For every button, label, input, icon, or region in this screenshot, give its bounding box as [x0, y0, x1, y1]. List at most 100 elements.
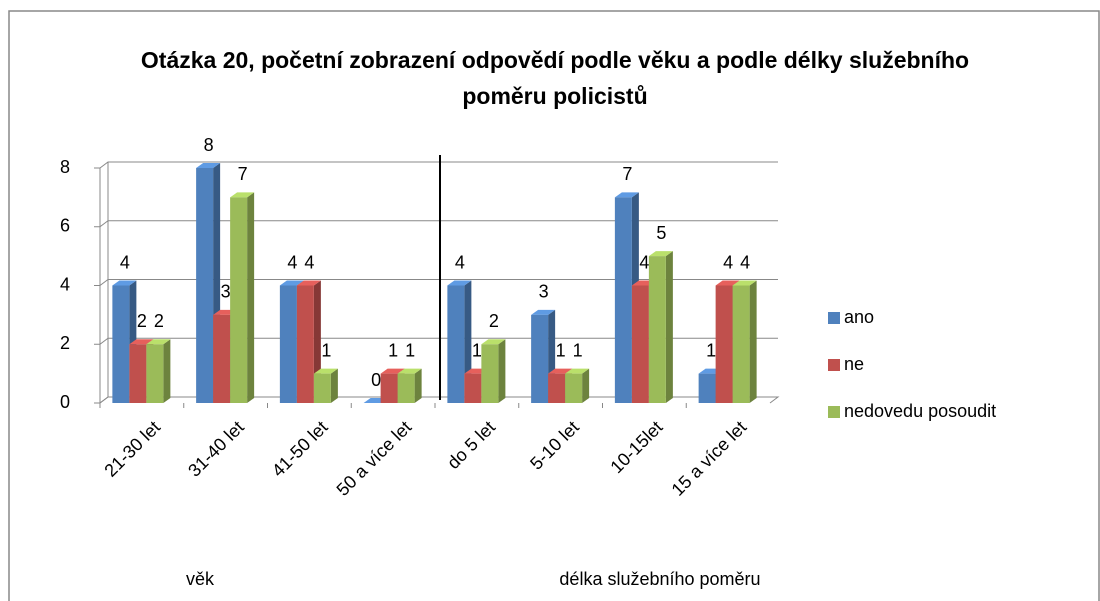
- bar: [715, 285, 733, 403]
- x-tick-label: 15 a více let: [668, 417, 751, 500]
- bar-side: [665, 251, 673, 403]
- bar: [631, 285, 649, 403]
- bar-top: [230, 192, 255, 198]
- bar: [313, 373, 331, 403]
- bar: [296, 285, 314, 403]
- data-label: 4: [639, 252, 649, 272]
- bar-top: [380, 368, 405, 374]
- x-tick-label: 50 a více let: [333, 417, 416, 500]
- bar: [397, 373, 415, 403]
- legend-swatch: [828, 359, 840, 371]
- data-label: 1: [405, 340, 415, 360]
- bar: [279, 285, 297, 403]
- chart-title: Otázka 20, početní zobrazení odpovědí po…: [140, 47, 970, 109]
- bar-side: [498, 339, 506, 403]
- data-label: 1: [573, 340, 583, 360]
- bar: [614, 197, 632, 403]
- data-label: 1: [706, 340, 716, 360]
- bar: [548, 373, 566, 403]
- x-tick-label: 21-30 let: [100, 417, 164, 481]
- data-label: 8: [204, 135, 214, 155]
- bar-top: [397, 368, 422, 374]
- data-label: 2: [489, 311, 499, 331]
- bar: [698, 373, 716, 403]
- data-label: 4: [723, 252, 733, 272]
- bar-top: [531, 309, 556, 315]
- group-label: věk: [186, 569, 215, 589]
- data-label: 3: [221, 282, 231, 302]
- bar-top: [548, 368, 573, 374]
- bar-top: [146, 339, 171, 345]
- bar-top: [129, 339, 154, 345]
- data-label: 2: [154, 311, 164, 331]
- data-label: 2: [137, 311, 147, 331]
- y-tick-label: 0: [60, 392, 70, 412]
- bar: [565, 373, 583, 403]
- bar: [213, 314, 231, 403]
- bar-side: [749, 280, 757, 403]
- legend-swatch: [828, 406, 840, 418]
- data-label: 1: [556, 340, 566, 360]
- bar-top: [447, 280, 472, 286]
- data-label: 7: [238, 164, 248, 184]
- y-tick-label: 6: [60, 216, 70, 236]
- data-label: 4: [740, 252, 750, 272]
- data-label: 1: [388, 340, 398, 360]
- bar-top: [296, 280, 321, 286]
- bar-top: [614, 192, 639, 198]
- data-label: 4: [287, 252, 297, 272]
- bar: [732, 285, 750, 403]
- x-tick-label: 10-15let: [606, 417, 666, 477]
- data-label: 5: [656, 223, 666, 243]
- bar-side: [330, 368, 338, 403]
- grid-line: [99, 220, 778, 228]
- legend-label: ano: [844, 307, 874, 327]
- bar-top: [279, 280, 304, 286]
- bar: [531, 314, 549, 403]
- chart-frame: [8, 10, 1100, 601]
- grid-line: [99, 279, 778, 286]
- bar-top: [313, 368, 338, 374]
- bar-top: [112, 280, 137, 286]
- data-label: 7: [622, 164, 632, 184]
- data-label: 1: [472, 340, 482, 360]
- data-label: 4: [304, 252, 314, 272]
- bar: [380, 373, 398, 403]
- bar: [196, 168, 214, 403]
- bar: [230, 197, 248, 403]
- y-tick-label: 4: [60, 274, 70, 294]
- bar-side: [247, 192, 255, 403]
- y-tick-label: 2: [60, 333, 70, 353]
- data-label: 1: [321, 340, 331, 360]
- bar: [447, 285, 465, 403]
- bar-side: [414, 368, 422, 403]
- legend-label: ne: [844, 354, 864, 374]
- bar: [112, 285, 130, 403]
- data-label: 4: [120, 252, 130, 272]
- bar: [464, 373, 482, 403]
- x-tick-label: 5-10 let: [526, 417, 583, 474]
- bar: [648, 256, 666, 403]
- y-tick-label: 8: [60, 157, 70, 177]
- bar: [146, 344, 164, 403]
- bar-top: [715, 280, 740, 286]
- bar-top: [565, 368, 590, 374]
- data-label: 0: [371, 370, 381, 390]
- legend-swatch: [828, 312, 840, 324]
- data-label: 3: [539, 282, 549, 302]
- bar-side: [582, 368, 590, 403]
- bar-top: [648, 251, 673, 257]
- grid-line: [99, 161, 778, 169]
- x-tick-label: do 5 let: [443, 417, 499, 473]
- x-tick-label: 31-40 let: [184, 417, 248, 481]
- group-label: délka služebního poměru: [559, 569, 760, 589]
- bar: [129, 344, 147, 403]
- bar-top: [196, 163, 221, 168]
- bar-top: [732, 280, 757, 286]
- bar-side: [163, 339, 171, 403]
- bar-top: [481, 339, 506, 345]
- legend-label: nedovedu posoudit: [844, 401, 996, 421]
- bar: [481, 344, 499, 403]
